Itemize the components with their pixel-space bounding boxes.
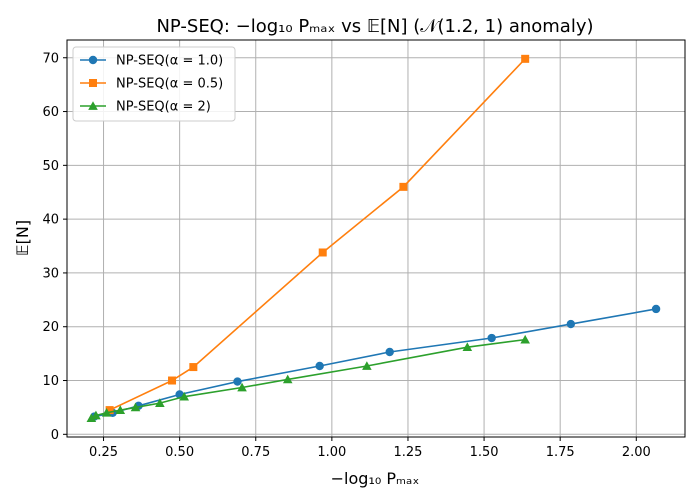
- x-tick-label: 2.00: [622, 445, 651, 460]
- legend-entry: NP-SEQ(α = 2): [80, 100, 211, 115]
- legend-entry: NP-SEQ(α = 0.5): [80, 77, 223, 92]
- data-point: [105, 406, 114, 415]
- x-tick-label: 1.00: [317, 445, 346, 460]
- series-line: [109, 58, 526, 411]
- series-2: [105, 54, 530, 415]
- grid: [67, 40, 685, 437]
- legend-marker: [88, 101, 98, 110]
- data-point: [566, 319, 576, 329]
- x-tick-label: 1.25: [393, 445, 422, 460]
- x-tick-label: 0.50: [165, 445, 194, 460]
- y-tick-label: 30: [42, 266, 59, 281]
- data-point: [651, 304, 661, 314]
- y-tick-label: 70: [42, 51, 59, 66]
- data-point: [521, 54, 530, 63]
- plot-frame: [66, 39, 686, 438]
- legend-marker: [89, 79, 97, 87]
- data-point: [130, 402, 141, 412]
- ticks: 0.25 0.50 0.75 1.00 1.25 1.50 1.75 2.00 0 10 20 30 4…: [42, 51, 650, 460]
- data-point: [462, 342, 473, 352]
- data-point: [101, 407, 112, 417]
- y-tick-label: 50: [42, 159, 59, 174]
- y-axis-label: 𝔼[N]: [13, 220, 32, 256]
- legend-box: [72, 46, 236, 122]
- data-point: [168, 376, 177, 385]
- data-point: [282, 374, 293, 384]
- series-layer: [86, 54, 661, 423]
- data-point: [399, 182, 408, 191]
- data-point: [155, 398, 165, 407]
- x-tick-label: 0.25: [89, 445, 118, 460]
- legend-label: NP-SEQ(α = 1.0): [116, 54, 223, 69]
- legend-entry: NP-SEQ(α = 1.0): [80, 54, 223, 69]
- data-point: [318, 248, 327, 257]
- legend-marker: [88, 55, 98, 65]
- legend-label: NP-SEQ(α = 0.5): [116, 77, 223, 92]
- data-point: [487, 333, 496, 343]
- legend: NP-SEQ(α = 1.0) NP-SEQ(α = 0.5) NP-SEQ(α =…: [72, 46, 236, 122]
- data-point: [233, 377, 242, 386]
- data-point: [189, 363, 198, 372]
- x-tick-label: 0.75: [241, 445, 270, 460]
- data-point: [520, 334, 530, 344]
- x-tick-label: 1.75: [546, 445, 575, 460]
- x-tick-label: 1.50: [470, 445, 499, 460]
- data-point: [179, 391, 190, 401]
- data-point: [237, 382, 247, 392]
- legend-label: NP-SEQ(α = 2): [116, 100, 211, 115]
- data-point: [86, 413, 97, 423]
- y-tick-label: 0: [51, 428, 59, 443]
- y-tick-label: 20: [42, 320, 59, 335]
- y-tick-label: 60: [42, 105, 59, 120]
- chart-title: NP-SEQ: −log₁₀ Pₘₐₓ vs 𝔼[N] (𝒩(1.2, 1) a…: [156, 16, 593, 37]
- data-point: [115, 405, 126, 414]
- data-point: [362, 361, 372, 370]
- data-point: [91, 410, 101, 420]
- data-point: [315, 361, 324, 371]
- series-3: [86, 334, 530, 423]
- y-tick-label: 40: [42, 213, 59, 228]
- x-axis-label: −log₁₀ Pₘₐₓ: [331, 469, 420, 488]
- data-point: [385, 347, 394, 357]
- y-tick-label: 10: [42, 374, 59, 389]
